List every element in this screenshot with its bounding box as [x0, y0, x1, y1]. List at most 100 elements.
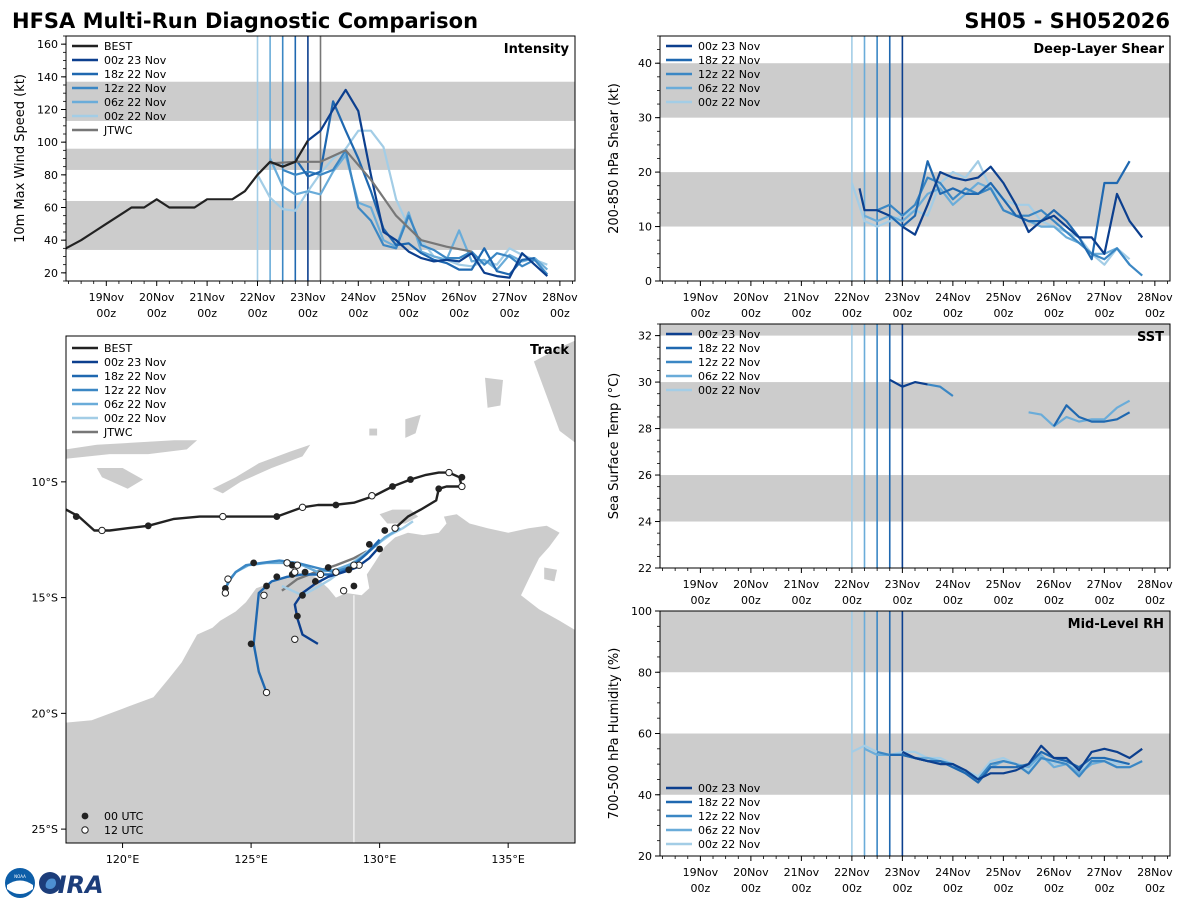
marker-12utc	[316, 570, 325, 579]
x-tick-hour-label: 00z	[1094, 594, 1114, 607]
y-tick-label: 20	[44, 267, 58, 280]
lon-tick-label: 125°E	[234, 853, 267, 866]
y-tick-label: 0	[645, 275, 652, 288]
y-tick-label: 20	[638, 166, 652, 179]
legend-label: 00z 23 Nov	[104, 54, 167, 67]
series-line-best	[65, 139, 309, 250]
x-tick-hour-label: 00z	[550, 307, 570, 320]
legend-label: 18z 22 Nov	[698, 54, 761, 67]
legend-marker-12utc	[81, 826, 89, 834]
series-line-jtwc	[270, 149, 472, 253]
shaded-band	[660, 475, 1170, 522]
series-line-18z-22-nov	[889, 160, 1131, 261]
legend-label: 06z 22 Nov	[698, 370, 761, 383]
flores-island-chain	[66, 440, 198, 459]
y-axis-label: Sea Surface Temp (°C)	[607, 373, 622, 520]
legend-label: 00z 22 Nov	[698, 838, 761, 851]
x-tick-day-label: 28Nov	[542, 291, 578, 304]
marker-12utc	[224, 575, 232, 583]
y-tick-label: 30	[638, 112, 652, 125]
x-tick-day-label: 22Nov	[834, 866, 870, 879]
melville-island	[379, 509, 419, 524]
intensity-panel: 20 40 60 80 100 120 140 160 19Nov 00z 20Nov 00z 21No…	[13, 35, 578, 320]
x-tick-day-label: 27Nov	[1087, 578, 1123, 591]
x-tick-hour-label: 00z	[248, 307, 268, 320]
legend-label: 00z 22 Nov	[698, 384, 761, 397]
legend-label: 00z 23 Nov	[698, 40, 761, 53]
series-line-00z-23-nov	[901, 744, 1143, 781]
x-tick-hour-label: 00z	[691, 307, 711, 320]
track-map-panel: 120°E 125°E 130°E 135°E 10°S 15°S 20°S 25°S Trac…	[32, 335, 576, 866]
marker-12utc	[368, 492, 376, 500]
x-tick-day-label: 19Nov	[683, 291, 719, 304]
legend-label: JTWC	[103, 124, 133, 137]
x-tick-hour-label: 00z	[892, 594, 912, 607]
sumba-island	[96, 468, 144, 489]
legend-label: 00z 22 Nov	[104, 412, 167, 425]
tanimbar-islands	[405, 414, 421, 438]
x-tick-hour-label: 00z	[943, 594, 963, 607]
x-tick-day-label: 20Nov	[733, 578, 769, 591]
marker-00utc	[332, 501, 340, 509]
x-tick-day-label: 21Nov	[189, 291, 225, 304]
x-tick-day-label: 22Nov	[834, 291, 870, 304]
marker-12utc	[350, 561, 358, 569]
y-tick-label: 26	[638, 469, 652, 482]
x-tick-hour-label: 00z	[741, 594, 761, 607]
series-line-00z-22-nov	[256, 129, 548, 268]
x-tick-hour-label: 00z	[842, 594, 862, 607]
legend-label: 06z 22 Nov	[698, 82, 761, 95]
y-tick-label: 160	[37, 38, 58, 51]
marker-00utc	[345, 566, 353, 574]
marker-12utc	[332, 568, 340, 576]
cira-logo-text: CIRA	[40, 871, 104, 899]
marker-12utc	[293, 561, 302, 569]
x-tick-hour-label: 00z	[96, 307, 116, 320]
x-tick-day-label: 24Nov	[935, 866, 971, 879]
x-tick-day-label: 20Nov	[733, 291, 769, 304]
x-tick-day-label: 23Nov	[290, 291, 326, 304]
marker-12utc	[339, 586, 348, 595]
panel-title: Intensity	[504, 42, 570, 57]
panel-title: SST	[1137, 330, 1164, 345]
y-tick-label: 10	[638, 221, 652, 234]
x-tick-day-label: 21Nov	[784, 866, 820, 879]
marker-00utc	[381, 527, 389, 534]
y-tick-label: 100	[37, 136, 58, 149]
x-tick-hour-label: 00z	[348, 307, 368, 320]
figure-title: HFSA Multi-Run Diagnostic Comparison	[12, 9, 478, 33]
x-tick-hour-label: 00z	[147, 307, 167, 320]
marker-00utc	[376, 545, 384, 553]
marker-12utc	[458, 482, 466, 491]
x-tick-day-label: 20Nov	[139, 291, 175, 304]
series-line-18z-22-nov	[1052, 404, 1131, 427]
legend-marker-00utc	[81, 812, 89, 820]
panel-title: Track	[530, 343, 569, 358]
marker-00utc	[273, 573, 281, 581]
y-tick-label: 80	[638, 666, 652, 679]
x-tick-hour-label: 00z	[741, 882, 761, 895]
panel-title: Deep-Layer Shear	[1033, 42, 1164, 57]
marker-12utc	[98, 526, 106, 535]
y-tick-label: 40	[44, 234, 58, 247]
marker-00utc	[301, 568, 309, 576]
sst-panel: 22 24 26 28 30 32 19Nov 00z 20Nov 00z 21Nov 00z 22No…	[607, 323, 1173, 607]
x-tick-hour-label: 00z	[197, 307, 217, 320]
y-tick-label: 40	[638, 57, 652, 70]
x-tick-day-label: 20Nov	[733, 866, 769, 879]
x-tick-hour-label: 00z	[993, 882, 1013, 895]
x-tick-day-label: 19Nov	[683, 866, 719, 879]
x-tick-day-label: 19Nov	[89, 291, 125, 304]
y-tick-label: 140	[37, 71, 58, 84]
marker-00utc	[389, 483, 396, 490]
y-tick-label: 20	[638, 850, 652, 863]
y-tick-label: 28	[638, 423, 652, 436]
x-tick-day-label: 26Nov	[1036, 866, 1072, 879]
lat-tick-label: 10°S	[32, 476, 58, 489]
x-tick-day-label: 28Nov	[1137, 578, 1173, 591]
x-tick-day-label: 28Nov	[1137, 291, 1173, 304]
lat-tick-label: 20°S	[32, 707, 58, 720]
series-line-12z-22-nov	[282, 149, 549, 276]
x-tick-hour-label: 00z	[1094, 882, 1114, 895]
x-tick-day-label: 24Nov	[935, 291, 971, 304]
